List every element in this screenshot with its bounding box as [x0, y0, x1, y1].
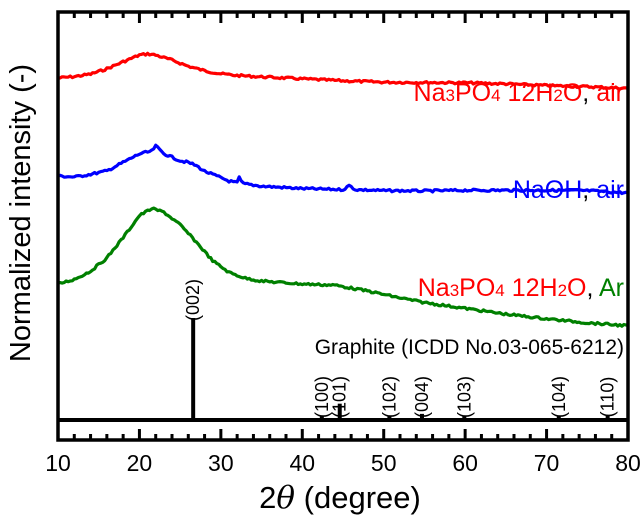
series-label: NaOH, air — [513, 176, 624, 204]
series-layer — [57, 51, 629, 328]
series-label: Na3PO4 12H2O, Ar — [418, 274, 624, 302]
series-label: Na3PO4 12H2O, air — [414, 79, 624, 107]
series-label-part: PO — [459, 274, 495, 302]
series-label-part: , — [582, 79, 596, 107]
hkl-label: (102) — [379, 376, 399, 418]
reference-pattern: (002) (100)(101) (102) (004) (103) (104) (110) — [58, 279, 628, 422]
series-label-part: NaOH — [513, 176, 582, 204]
x-axis-label-symbol: θ — [276, 480, 295, 516]
x-axis-label: 2θ (degree) — [259, 480, 421, 516]
series-label-part: 2 — [558, 281, 567, 300]
series-label-part: 3 — [446, 86, 455, 105]
series-label-part: air — [596, 79, 624, 107]
series-line — [58, 51, 629, 91]
series-label-part: Na — [414, 79, 446, 107]
plot-frame — [56, 10, 630, 442]
series-label-part: Ar — [599, 274, 624, 302]
x-tick-label: 40 — [289, 450, 315, 476]
series-label-part: 12H — [505, 274, 558, 302]
series-label-part: O — [563, 79, 582, 107]
x-axis-label-suffix: (degree) — [295, 480, 421, 515]
series-label-part: 3 — [450, 281, 459, 300]
series-label-part: 4 — [495, 281, 504, 300]
x-tick-label: 20 — [127, 450, 153, 476]
series-label-part: , — [582, 176, 596, 204]
hkl-label: (100) — [312, 376, 332, 418]
hkl-label: (101) — [330, 376, 350, 418]
hkl-label: (104) — [549, 376, 569, 418]
x-tick-label: 60 — [452, 450, 478, 476]
series-label-part: 4 — [491, 86, 500, 105]
x-axis-label-prefix: 2 — [259, 480, 276, 515]
hkl-label: (002) — [183, 279, 203, 321]
x-tick-label: 30 — [208, 450, 234, 476]
series-line — [57, 206, 628, 328]
series-label-part: air — [596, 176, 624, 204]
hkl-label: (110) — [598, 377, 618, 418]
x-tick-label: 10 — [45, 450, 71, 476]
series-label-part: 12H — [501, 79, 554, 107]
axes: 10 20 30 40 50 60 70 80 — [45, 10, 640, 476]
series-label-part: , — [586, 274, 599, 302]
hkl-label: (004) — [412, 376, 432, 418]
y-axis-label: Normalized intensity (-) — [5, 64, 37, 362]
x-tick-label: 50 — [371, 450, 397, 476]
series-line — [57, 143, 629, 196]
x-tick-label: 70 — [534, 450, 560, 476]
hkl-label: (103) — [454, 376, 474, 418]
x-tick-label: 80 — [615, 450, 640, 476]
series-label-part: O — [567, 274, 586, 302]
reference-label: Graphite (ICDD No.03-065-6212) — [315, 336, 624, 359]
series-label-part: Na — [418, 274, 450, 302]
series-label-part: PO — [455, 79, 491, 107]
series-label-part: 2 — [553, 86, 562, 105]
